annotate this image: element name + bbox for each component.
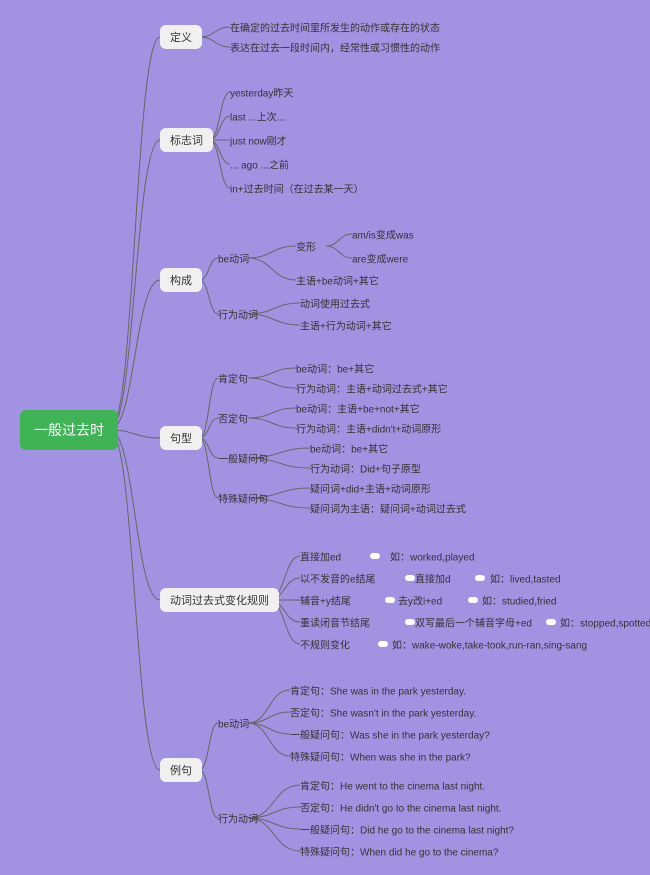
leaf-node: 直接加d <box>415 571 451 586</box>
leaf-node: 肯定句：She was in the park yesterday. <box>290 683 466 698</box>
leaf-node: 如：stopped,spotted <box>560 615 650 630</box>
leaf-node: 行为动词 <box>218 307 258 322</box>
leaf-node: 行为动词：Did+句子原型 <box>310 461 421 476</box>
leaf-node: be动词：be+其它 <box>296 361 374 376</box>
leaf-node: 如：wake-woke,take-took,run-ran,sing-sang <box>392 637 587 652</box>
connector-pill <box>370 553 380 559</box>
leaf-node: 特殊疑问句：When was she in the park? <box>290 749 471 764</box>
leaf-node: 肯定句：He went to the cinema last night. <box>300 778 485 793</box>
leaf-node: in+过去时间（在过去某一天） <box>230 181 364 196</box>
leaf-node: 辅音+y结尾 <box>300 593 351 608</box>
branch-node: 标志词 <box>160 128 213 152</box>
leaf-node: 否定句 <box>218 411 248 426</box>
connector-pill <box>546 619 556 625</box>
leaf-node: be动词：be+其它 <box>310 441 388 456</box>
leaf-node: 行为动词：主语+didn't+动词原形 <box>296 421 441 436</box>
leaf-node: 一般疑问句：Did he go to the cinema last night… <box>300 822 514 837</box>
connector-pill <box>378 641 388 647</box>
leaf-node: 特殊疑问句：When did he go to the cinema? <box>300 844 498 859</box>
leaf-node: be动词：主语+be+not+其它 <box>296 401 420 416</box>
leaf-node: 如：lived,tasted <box>490 571 561 586</box>
leaf-node: 否定句：He didn't go to the cinema last nigh… <box>300 800 501 815</box>
branch-node: 动词过去式变化规则 <box>160 588 279 612</box>
connector-pill <box>385 597 395 603</box>
leaf-node: 行为动词：主语+动词过去式+其它 <box>296 381 448 396</box>
leaf-node: 一般疑问句：Was she in the park yesterday? <box>290 727 490 742</box>
leaf-node: 如：studied,fried <box>482 593 556 608</box>
branch-node: 例句 <box>160 758 202 782</box>
leaf-node: yesterday昨天 <box>230 85 293 100</box>
branch-node: 句型 <box>160 426 202 450</box>
leaf-node: 一般疑问句 <box>218 451 268 466</box>
leaf-node: 肯定句 <box>218 371 248 386</box>
leaf-node: last ...上次... <box>230 109 285 124</box>
leaf-node: 主语+行为动词+其它 <box>300 318 392 333</box>
branch-node: 构成 <box>160 268 202 292</box>
leaf-node: am/is变成was <box>352 227 414 242</box>
leaf-node: ... ago ...之前 <box>230 157 289 172</box>
root-node: 一般过去时 <box>20 410 118 450</box>
leaf-node: 直接加ed <box>300 549 341 564</box>
leaf-node: just now刚才 <box>230 133 287 148</box>
connector-pill <box>468 597 478 603</box>
leaf-node: 主语+be动词+其它 <box>296 273 379 288</box>
leaf-node: 变形 <box>296 239 316 254</box>
leaf-node: 行为动词 <box>218 811 258 826</box>
leaf-node: 疑问词为主语：疑问词+动词过去式 <box>310 501 466 516</box>
branch-node: 定义 <box>160 25 202 49</box>
leaf-node: 表达在过去一段时间内，经常性或习惯性的动作 <box>230 40 440 55</box>
leaf-node: be动词 <box>218 251 249 266</box>
leaf-node: 否定句：She wasn't in the park yesterday. <box>290 705 476 720</box>
leaf-node: 动词使用过去式 <box>300 296 370 311</box>
connector-pill <box>475 575 485 581</box>
leaf-node: 双写最后一个辅音字母+ed <box>415 615 532 630</box>
leaf-node: 去y改i+ed <box>398 593 442 608</box>
connector-pill <box>405 619 415 625</box>
leaf-node: be动词 <box>218 716 249 731</box>
leaf-node: 疑问词+did+主语+动词原形 <box>310 481 431 496</box>
connector-pill <box>405 575 415 581</box>
leaf-node: 在确定的过去时间里所发生的动作或存在的状态 <box>230 20 440 35</box>
leaf-node: 如：worked,played <box>390 549 474 564</box>
leaf-node: 不规则变化 <box>300 637 350 652</box>
leaf-node: are变成were <box>352 251 408 266</box>
leaf-node: 特殊疑问句 <box>218 491 268 506</box>
leaf-node: 重读闭音节结尾 <box>300 615 370 630</box>
leaf-node: 以不发音的e结尾 <box>300 571 376 586</box>
